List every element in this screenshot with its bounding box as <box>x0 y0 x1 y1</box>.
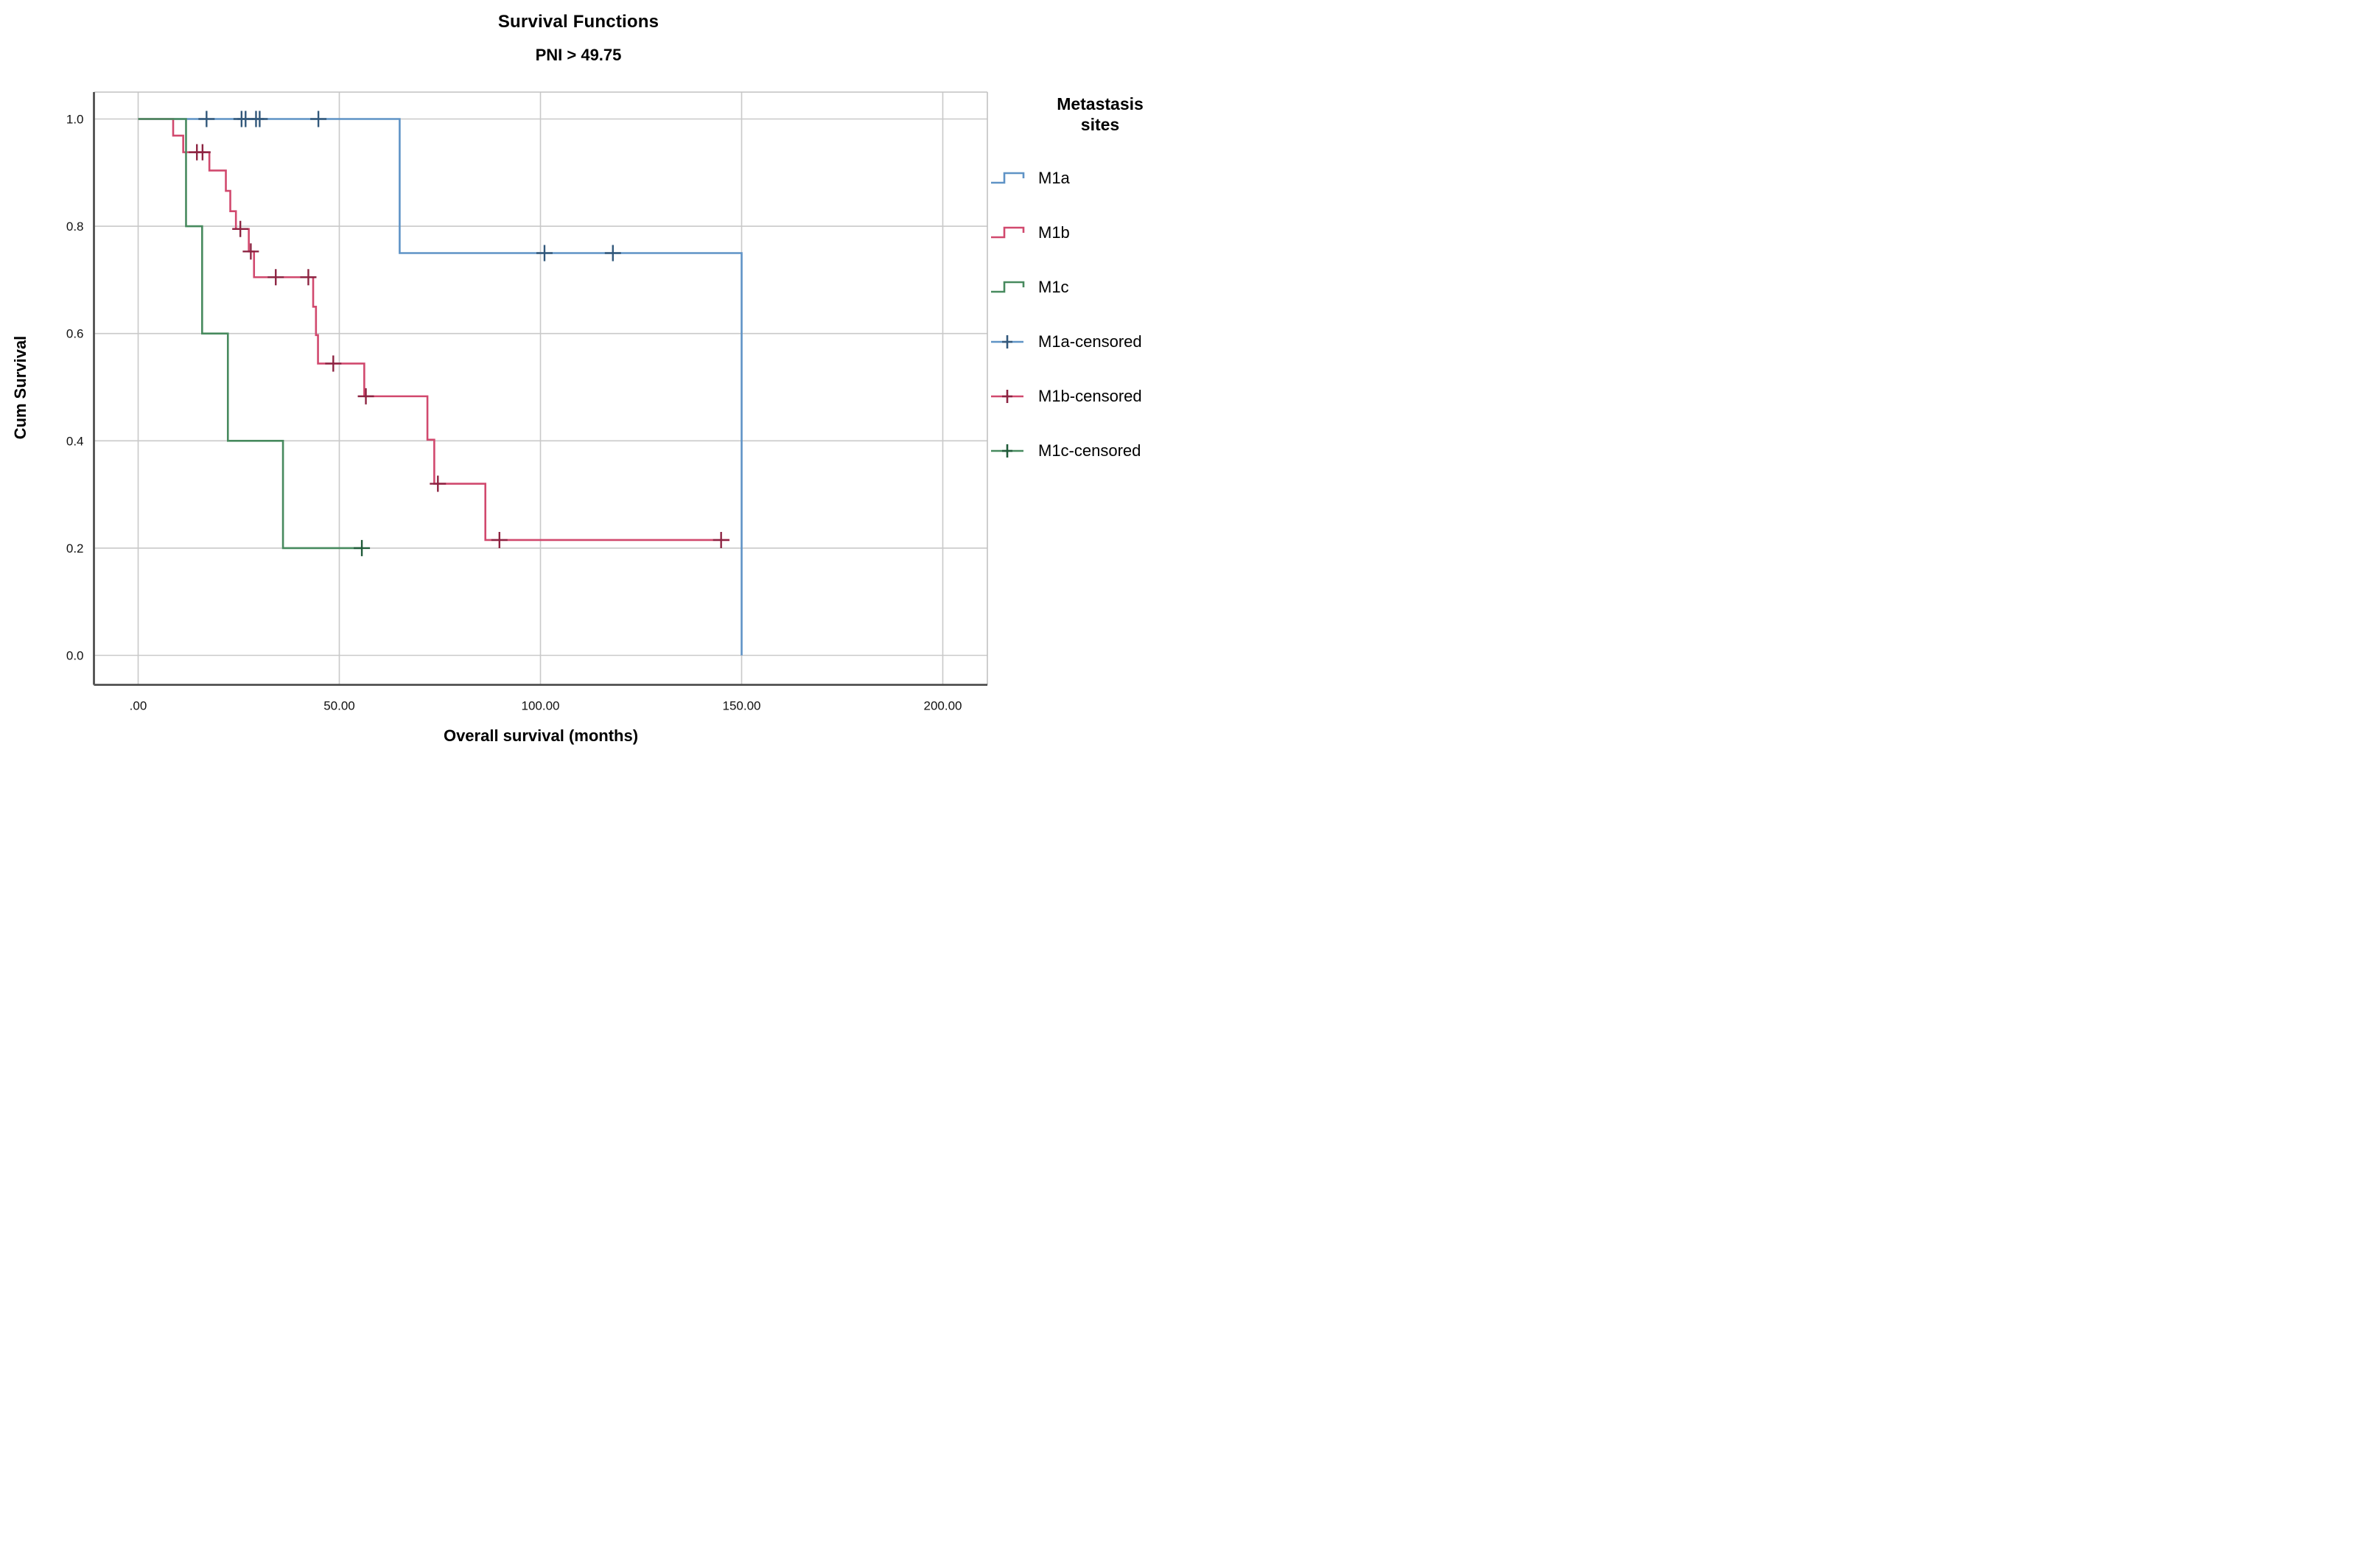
legend-item-m1b-censored: M1b-censored <box>990 369 1190 424</box>
legend-label-m1c: M1c <box>1038 278 1069 297</box>
legend-title: Metastasis sites <box>990 94 1190 135</box>
legend-item-m1a-censored: M1a-censored <box>990 315 1190 369</box>
m1a-step-line-icon <box>991 172 1025 184</box>
legend-items: M1a M1b M1c M1a-censored <box>990 151 1190 478</box>
m1c-censored-plus-icon <box>991 444 1023 458</box>
m1c-survival-curve <box>138 118 363 550</box>
legend-label-m1b: M1b <box>1038 223 1070 242</box>
chart-title: Survival Functions <box>497 12 659 32</box>
plot-frame <box>93 91 988 686</box>
x-tick-label: 50.00 <box>323 699 355 713</box>
x-tick-label: .00 <box>130 699 147 713</box>
x-tick-label: 200.00 <box>924 699 962 713</box>
legend-item-m1c: M1c <box>990 260 1190 315</box>
x-tick-label: 100.00 <box>522 699 560 713</box>
m1b-step-line-icon <box>991 226 1025 239</box>
legend-item-m1b: M1b <box>990 206 1190 260</box>
m1b-survival-curve <box>138 118 730 542</box>
legend: Metastasis sites M1a M1b M1c <box>990 94 1190 478</box>
km-survival-chart-figure: Survival Functions PNI > 49.75 0.0 0.2 0.4… <box>0 0 1190 772</box>
x-tick-label: 150.00 <box>723 699 761 713</box>
y-tick-label: 0.0 <box>66 649 84 663</box>
y-tick-label: 1.0 <box>66 113 84 127</box>
y-tick-label: 0.4 <box>66 434 84 448</box>
y-tick-label: 0.8 <box>66 220 84 234</box>
y-tick-label: 0.2 <box>66 542 84 556</box>
y-tick-label: 0.6 <box>66 327 84 341</box>
m1b-censored-plus-icon <box>991 390 1023 404</box>
m1a-censor-marks <box>198 111 621 262</box>
m1a-censored-plus-icon <box>991 335 1023 349</box>
m1c-censor-marks <box>354 539 371 556</box>
legend-title-line1: Metastasis <box>1057 94 1144 113</box>
m1b-censor-marks <box>189 144 729 548</box>
x-axis-title: Overall survival (months) <box>443 726 639 745</box>
legend-label-m1c-censored: M1c-censored <box>1038 441 1141 460</box>
legend-title-line2: sites <box>1080 114 1120 134</box>
legend-label-m1a-censored: M1a-censored <box>1038 332 1142 351</box>
legend-label-m1b-censored: M1b-censored <box>1038 387 1142 406</box>
chart-subtitle: PNI > 49.75 <box>535 46 622 64</box>
km-chart-plot-area: 0.0 0.2 0.4 0.6 0.8 1.0 .00 50.00 100.00 150.00 20… <box>66 91 988 713</box>
legend-label-m1a: M1a <box>1038 169 1070 188</box>
y-axis-title: Cum Survival <box>11 335 29 440</box>
legend-item-m1c-censored: M1c-censored <box>990 424 1190 478</box>
legend-item-m1a: M1a <box>990 151 1190 206</box>
m1c-step-line-icon <box>991 281 1025 293</box>
